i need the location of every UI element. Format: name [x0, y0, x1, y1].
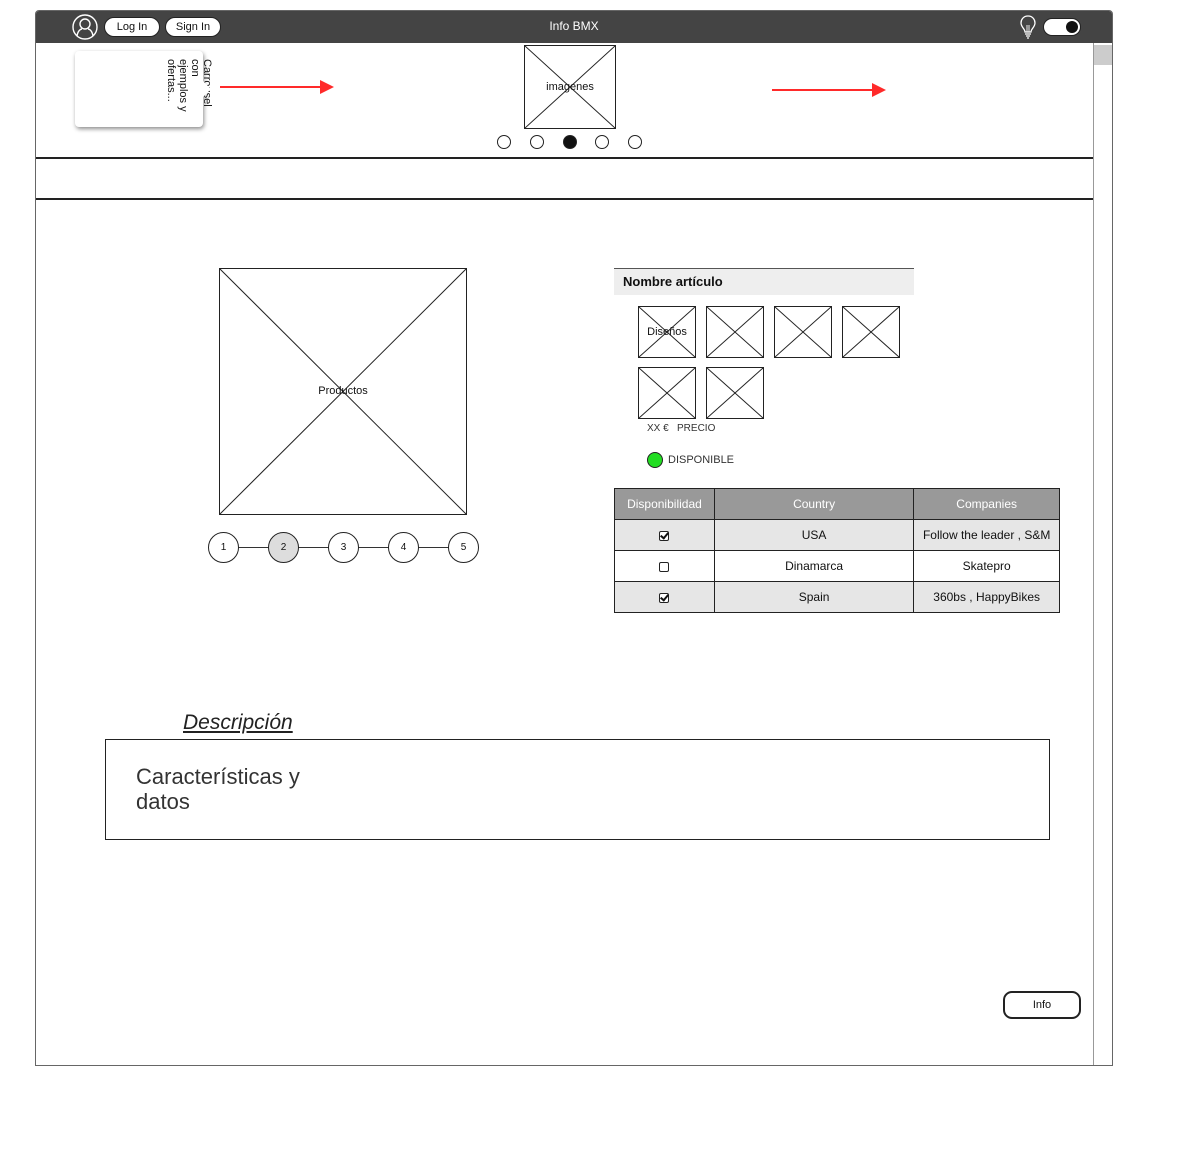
browser-window: Log In Sign In Info BMX Carrousel con ej…	[35, 10, 1113, 1066]
availability-cell	[614, 519, 715, 551]
availability-label: DISPONIBLE	[668, 454, 735, 466]
image-placeholder-icon	[775, 307, 831, 357]
scrollbar-thumb[interactable]	[1094, 45, 1112, 65]
image-placeholder-icon	[707, 368, 763, 418]
design-thumb-6[interactable]	[706, 367, 764, 419]
availability-cell	[614, 581, 715, 613]
design-thumb-1[interactable]: Diseños	[638, 306, 696, 358]
companies-cell: Follow the leader , S&M	[913, 519, 1060, 551]
divider-top	[36, 157, 1093, 159]
country-cell: USA	[713, 519, 915, 551]
carousel-arrow-left[interactable]	[220, 80, 334, 94]
checkbox-checked-icon[interactable]	[659, 530, 670, 541]
table-row: Spain 360bs , HappyBikes	[614, 581, 1060, 613]
user-icon[interactable]	[72, 14, 98, 40]
price-text: XX € PRECIO	[647, 423, 716, 434]
availability-table: Disponibilidad Country Companies USA Fol…	[614, 488, 1060, 613]
availability-cell	[614, 550, 715, 582]
toggle-switch[interactable]	[1043, 18, 1081, 36]
country-cell: Dinamarca	[713, 550, 915, 582]
design-thumb-4[interactable]	[842, 306, 900, 358]
toggle-knob	[1066, 21, 1078, 33]
designs-label: Diseños	[647, 326, 687, 338]
step-1[interactable]: 1	[208, 532, 239, 563]
image-placeholder-icon	[843, 307, 899, 357]
image-placeholder-icon	[220, 269, 466, 514]
design-thumb-2[interactable]	[706, 306, 764, 358]
carousel-dot-3[interactable]	[563, 135, 577, 149]
step-4[interactable]: 4	[388, 532, 419, 563]
carousel-dot-4[interactable]	[595, 135, 609, 149]
login-button[interactable]: Log In	[104, 17, 160, 37]
step-5[interactable]: 5	[448, 532, 479, 563]
checkbox-unchecked-icon[interactable]	[659, 561, 670, 572]
country-cell: Spain	[713, 581, 915, 613]
table-row: Dinamarca Skatepro	[614, 550, 1060, 582]
description-text: Características y datos	[136, 764, 300, 814]
checkbox-checked-icon[interactable]	[659, 592, 670, 603]
carousel-image-label: imagenes	[546, 81, 594, 93]
lightbulb-icon[interactable]	[1018, 14, 1038, 40]
column-header-availability[interactable]: Disponibilidad	[614, 488, 715, 520]
info-button[interactable]: Info	[1003, 991, 1081, 1019]
table-row: USA Follow the leader , S&M	[614, 519, 1060, 551]
carousel-dot-1[interactable]	[497, 135, 511, 149]
column-header-companies[interactable]: Companies	[913, 488, 1060, 520]
table-header-row: Disponibilidad Country Companies	[614, 488, 1060, 520]
article-name: Nombre artículo	[614, 268, 914, 295]
design-thumb-5[interactable]	[638, 367, 696, 419]
companies-cell: 360bs , HappyBikes	[913, 581, 1060, 613]
description-title[interactable]: Descripción	[183, 711, 293, 734]
step-3[interactable]: 3	[328, 532, 359, 563]
image-placeholder-icon	[639, 368, 695, 418]
callout-text: Carrousel con ejemplos y ofertas...	[165, 59, 213, 112]
description-box: Características y datos	[105, 739, 1050, 840]
carousel-image[interactable]: imagenes	[524, 45, 616, 129]
companies-cell: Skatepro	[913, 550, 1060, 582]
image-placeholder-icon	[639, 307, 695, 357]
vertical-scrollbar[interactable]	[1093, 43, 1112, 1065]
carousel-arrow-right[interactable]	[772, 83, 886, 97]
status-dot	[647, 452, 663, 468]
product-image-label: Productos	[318, 385, 368, 397]
column-header-country[interactable]: Country	[713, 488, 915, 520]
step-2[interactable]: 2	[268, 532, 299, 563]
divider-bottom	[36, 198, 1093, 200]
product-stepper: 1 2 3 4 5	[208, 532, 480, 564]
signin-button[interactable]: Sign In	[165, 17, 221, 37]
design-thumb-3[interactable]	[774, 306, 832, 358]
product-image[interactable]: Productos	[219, 268, 467, 515]
carousel-dot-5[interactable]	[628, 135, 642, 149]
image-placeholder-icon	[707, 307, 763, 357]
title-bar: Log In Sign In Info BMX	[36, 11, 1112, 43]
image-placeholder-icon	[525, 46, 615, 128]
carousel-callout: Carrousel con ejemplos y ofertas...	[75, 51, 213, 127]
window-title: Info BMX	[549, 19, 599, 33]
carousel-dot-2[interactable]	[530, 135, 544, 149]
